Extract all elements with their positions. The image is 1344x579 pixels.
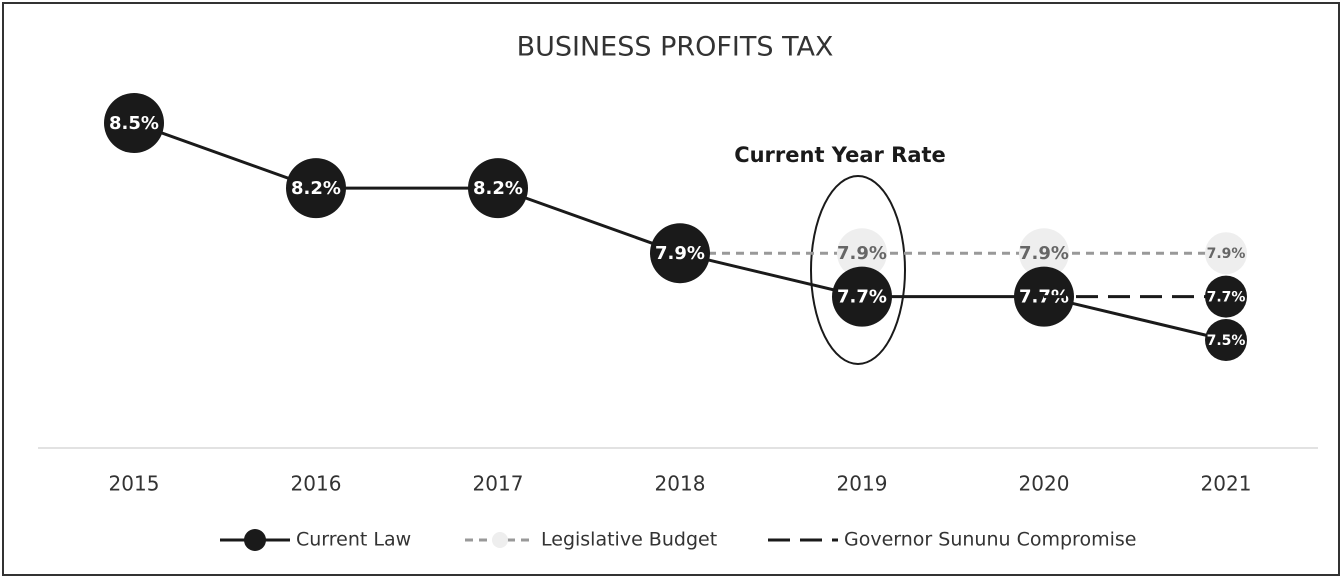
x-tick-label: 2018	[655, 472, 706, 496]
data-label: 7.9%	[1019, 243, 1069, 264]
x-tick-label: 2021	[1201, 472, 1252, 496]
marker	[832, 266, 892, 327]
data-label: 7.9%	[1207, 246, 1246, 262]
data-label: 7.9%	[655, 243, 705, 264]
data-label: 7.7%	[1207, 290, 1246, 306]
marker	[1205, 319, 1247, 361]
x-tick-label: 2020	[1019, 472, 1070, 496]
data-label: 7.7%	[837, 287, 887, 308]
marker	[104, 93, 164, 153]
marker	[468, 158, 528, 219]
legend-label: Current Law	[296, 529, 411, 551]
highlight-ellipse	[810, 175, 906, 365]
marker	[1205, 232, 1247, 275]
data-label: 8.2%	[291, 178, 341, 199]
marker	[650, 223, 710, 284]
x-tick-label: 2016	[291, 472, 342, 496]
x-tick-label: 2015	[109, 472, 160, 496]
marker	[286, 158, 346, 219]
legend-label: Legislative Budget	[541, 529, 717, 551]
x-tick-label: 2017	[473, 472, 524, 496]
data-label: 7.9%	[837, 243, 887, 264]
legend-marker	[244, 529, 266, 551]
legend-marker	[492, 532, 508, 548]
data-label: 8.2%	[473, 178, 523, 199]
marker	[837, 228, 887, 279]
annotation: Current Year Rate	[734, 143, 946, 167]
data-label: 8.5%	[109, 113, 159, 134]
x-tick-label: 2019	[837, 472, 888, 496]
data-label: 7.5%	[1207, 333, 1246, 349]
marker	[1205, 275, 1247, 318]
chart-title: BUSINESS PROFITS TAX	[517, 32, 834, 63]
marker	[1019, 228, 1069, 279]
legend-label: Governor Sununu Compromise	[844, 529, 1136, 551]
